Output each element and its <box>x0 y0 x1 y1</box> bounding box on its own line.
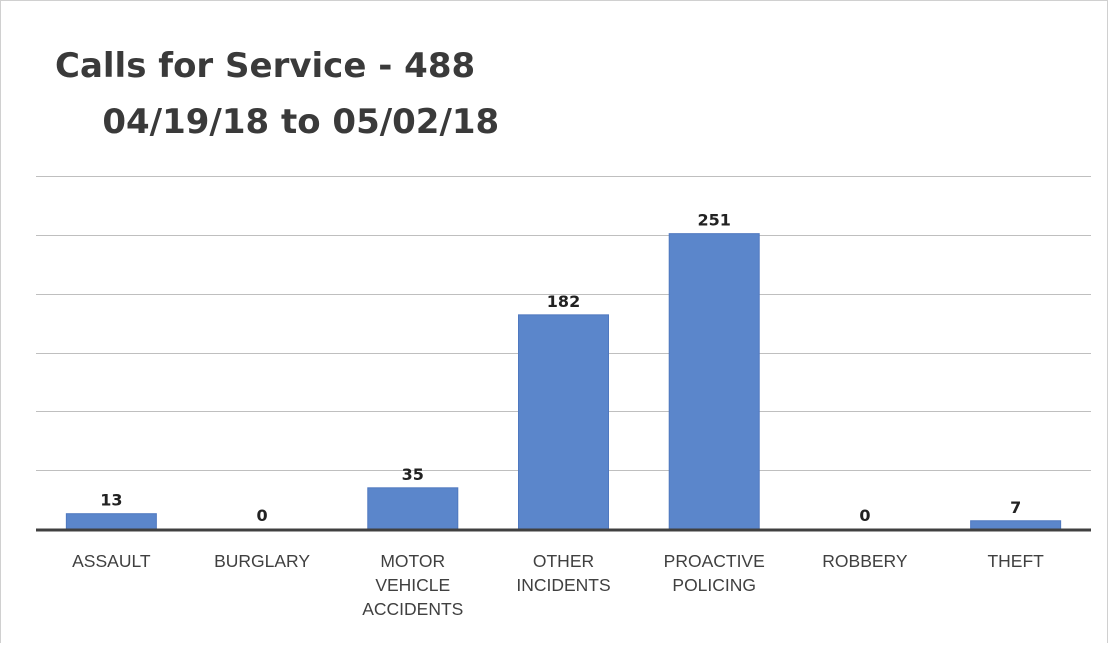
chart-title: Calls for Service - 488 04/19/18 to 05/0… <box>55 46 500 142</box>
data-label: 35 <box>402 465 424 484</box>
bar <box>518 314 609 530</box>
category-label: MOTOR VEHICLE ACCIDENTS <box>362 551 463 619</box>
category-label: PROACTIVE POLICING <box>664 551 765 595</box>
data-label: 0 <box>257 506 268 525</box>
category-label: BURGLARY <box>214 551 310 571</box>
category-label: ASSAULT <box>72 551 151 571</box>
category-label: ROBBERY <box>822 551 908 571</box>
bar <box>970 520 1062 530</box>
data-label: 182 <box>547 292 580 311</box>
category-label: THEFT <box>987 551 1044 571</box>
bar <box>367 487 459 530</box>
category-label: OTHER INCIDENTS <box>516 551 610 595</box>
data-label: 0 <box>859 506 870 525</box>
bar <box>65 513 157 530</box>
data-label: 251 <box>698 211 731 230</box>
bar <box>668 233 760 530</box>
data-label: 13 <box>100 491 122 510</box>
data-label: 7 <box>1010 498 1021 517</box>
